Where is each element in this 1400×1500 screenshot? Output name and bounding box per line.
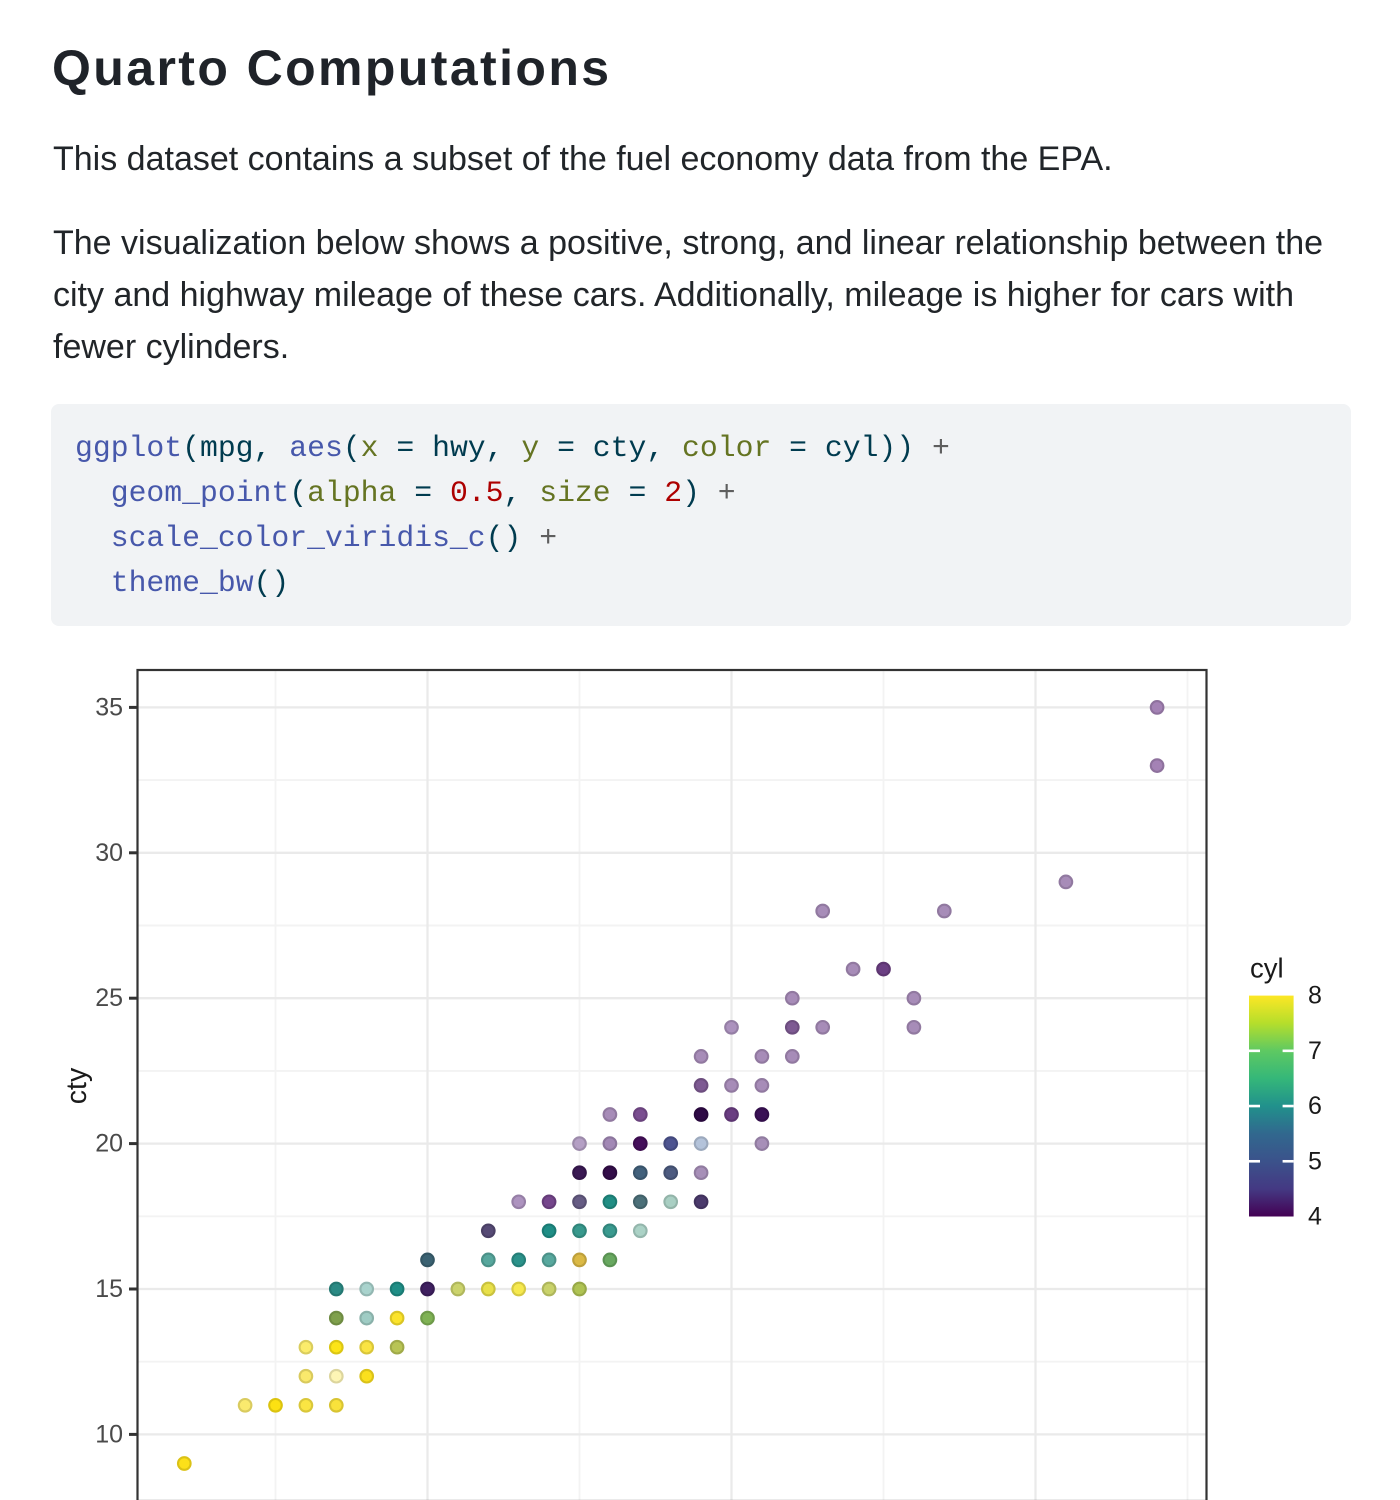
svg-text:6: 6 <box>1308 1092 1322 1120</box>
svg-text:5: 5 <box>1308 1147 1322 1175</box>
svg-text:30: 30 <box>95 839 123 867</box>
svg-text:10: 10 <box>95 1420 123 1448</box>
svg-text:cyl: cyl <box>1250 953 1284 984</box>
svg-text:cty: cty <box>61 1067 93 1104</box>
svg-text:4: 4 <box>1308 1203 1322 1231</box>
svg-text:15: 15 <box>95 1275 123 1303</box>
svg-text:8: 8 <box>1308 982 1322 1010</box>
svg-text:35: 35 <box>95 693 123 721</box>
svg-text:7: 7 <box>1308 1037 1322 1065</box>
svg-text:20: 20 <box>95 1130 123 1158</box>
svg-text:25: 25 <box>95 984 123 1012</box>
